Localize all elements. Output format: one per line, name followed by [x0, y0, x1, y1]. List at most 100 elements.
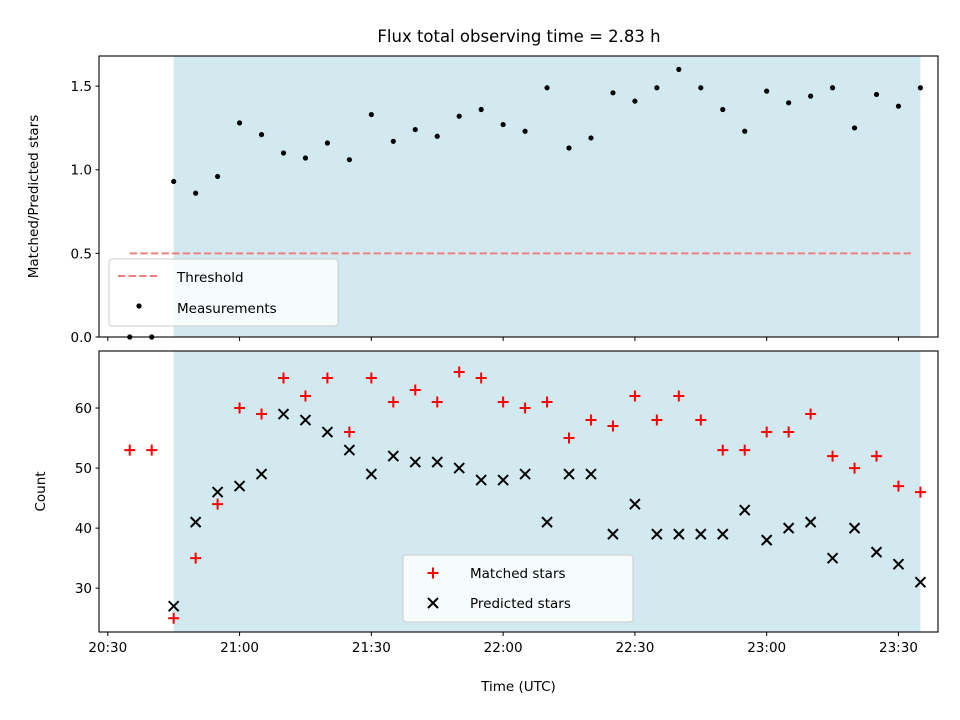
- y-tick-label: 40: [75, 521, 92, 537]
- x-tick-label: 23:30: [879, 640, 918, 656]
- matched-star-point: [695, 414, 707, 426]
- matched-star-point: [409, 384, 421, 396]
- measurement-point: [412, 126, 418, 133]
- predicted-star-point: [892, 558, 905, 570]
- matched-star-point: [651, 414, 663, 426]
- chart-title: Flux total observing time = 2.83 h: [377, 27, 660, 46]
- measurement-point: [258, 132, 265, 138]
- predicted-star-point: [321, 426, 334, 438]
- legend: Matched stars Predicted stars: [402, 554, 634, 623]
- predicted-star-point: [673, 528, 685, 540]
- matched-star-point: [541, 396, 553, 408]
- matched-star-point: [168, 612, 180, 624]
- measurement-point: [588, 135, 594, 141]
- legend-box: [108, 258, 339, 327]
- y-axis-label: Count: [33, 471, 49, 511]
- y-tick-label: 0.0: [71, 330, 92, 346]
- x-tick-label: 22:00: [484, 640, 523, 656]
- top-panel: 0.0 0.5 1.0 1.5 Matched/Predicted stars Thres…: [26, 55, 939, 346]
- matched-star-point: [277, 372, 289, 384]
- predicted-star-point: [585, 468, 597, 480]
- y-tick-label: 30: [75, 581, 92, 597]
- measurement-point: [390, 138, 396, 144]
- matched-star-point: [783, 426, 795, 438]
- predicted-star-point: [695, 528, 707, 540]
- matched-star-point: [717, 444, 729, 456]
- legend-measurement-swatch: [136, 303, 142, 309]
- y-tick-label: 0.5: [71, 246, 92, 262]
- x-axis-label: Time (UTC): [480, 679, 556, 695]
- predicted-star-point: [277, 408, 290, 420]
- matched-star-point: [146, 444, 158, 456]
- bottom-panel: 30 40 50 60 20:30 21:00 21:30 22:00 22:30 23:00 23…: [33, 350, 939, 695]
- y-tick-label: 1.0: [71, 163, 92, 179]
- predicted-star-point: [848, 522, 861, 534]
- predicted-star-point: [475, 474, 487, 486]
- predicted-star-point: [519, 468, 531, 480]
- measurement-point: [346, 157, 352, 163]
- predicted-star-point: [299, 414, 312, 426]
- matched-star-point: [871, 450, 883, 462]
- predicted-star-point: [607, 528, 619, 540]
- measurement-point: [654, 85, 660, 91]
- y-tick-label: 50: [75, 461, 92, 477]
- matched-star-point: [761, 426, 773, 438]
- measurement-point: [873, 91, 880, 98]
- matched-star-point: [519, 402, 531, 414]
- legend-predicted-swatch: [427, 597, 439, 609]
- predicted-star-point: [211, 486, 224, 498]
- matched-star-point: [673, 390, 685, 402]
- matched-star-point: [892, 480, 904, 492]
- measurement-point: [764, 88, 770, 94]
- measurement-point: [171, 178, 177, 185]
- predicted-star-point: [409, 456, 421, 468]
- predicted-star-point: [189, 516, 202, 528]
- measurement-point: [434, 133, 440, 139]
- legend-label: Matched stars: [470, 566, 566, 582]
- predicted-star-point: [233, 480, 246, 492]
- matched-star-point: [629, 390, 641, 402]
- measurement-point: [236, 120, 243, 126]
- measurement-point: [522, 128, 528, 134]
- predicted-star-point: [497, 474, 509, 486]
- matched-star-point: [124, 444, 136, 456]
- measurement-point: [632, 98, 638, 104]
- predicted-star-point: [717, 528, 729, 540]
- predicted-star-point: [651, 528, 663, 540]
- y-tick-label: 60: [75, 401, 92, 417]
- matched-star-point: [431, 396, 443, 408]
- matched-star-point: [805, 408, 817, 420]
- matched-star-point: [475, 372, 487, 384]
- measurement-point: [676, 66, 682, 72]
- matched-star-point: [321, 372, 333, 384]
- matched-star-point: [563, 432, 575, 444]
- measurement-point: [829, 85, 836, 91]
- matched-star-point: [453, 366, 465, 378]
- matched-star-point: [212, 498, 224, 510]
- measurement-point: [478, 106, 484, 113]
- measurement-point: [895, 103, 902, 109]
- axes-frame: [98, 55, 939, 338]
- matched-star-point: [739, 444, 751, 456]
- axes-frame: [98, 350, 939, 633]
- legend-label: Measurements: [177, 301, 277, 317]
- matched-star-point: [365, 372, 377, 384]
- predicted-star-point: [629, 498, 641, 510]
- x-tick-label: 21:00: [220, 640, 259, 656]
- x-tick-label: 21:30: [352, 640, 391, 656]
- predicted-star-point: [804, 516, 817, 528]
- legend-label: Predicted stars: [470, 596, 571, 612]
- matched-star-point: [914, 486, 926, 498]
- measurement-point: [324, 140, 331, 146]
- matched-star-point: [299, 390, 311, 402]
- matched-star-point: [607, 420, 619, 432]
- matched-star-point: [256, 408, 268, 420]
- measurement-point: [500, 121, 506, 128]
- measurement-point: [215, 173, 221, 180]
- measurement-point: [742, 128, 748, 134]
- measurement-point: [808, 93, 814, 99]
- matched-star-point: [234, 402, 246, 414]
- measurement-point: [368, 111, 374, 118]
- predicted-star-point: [255, 468, 268, 480]
